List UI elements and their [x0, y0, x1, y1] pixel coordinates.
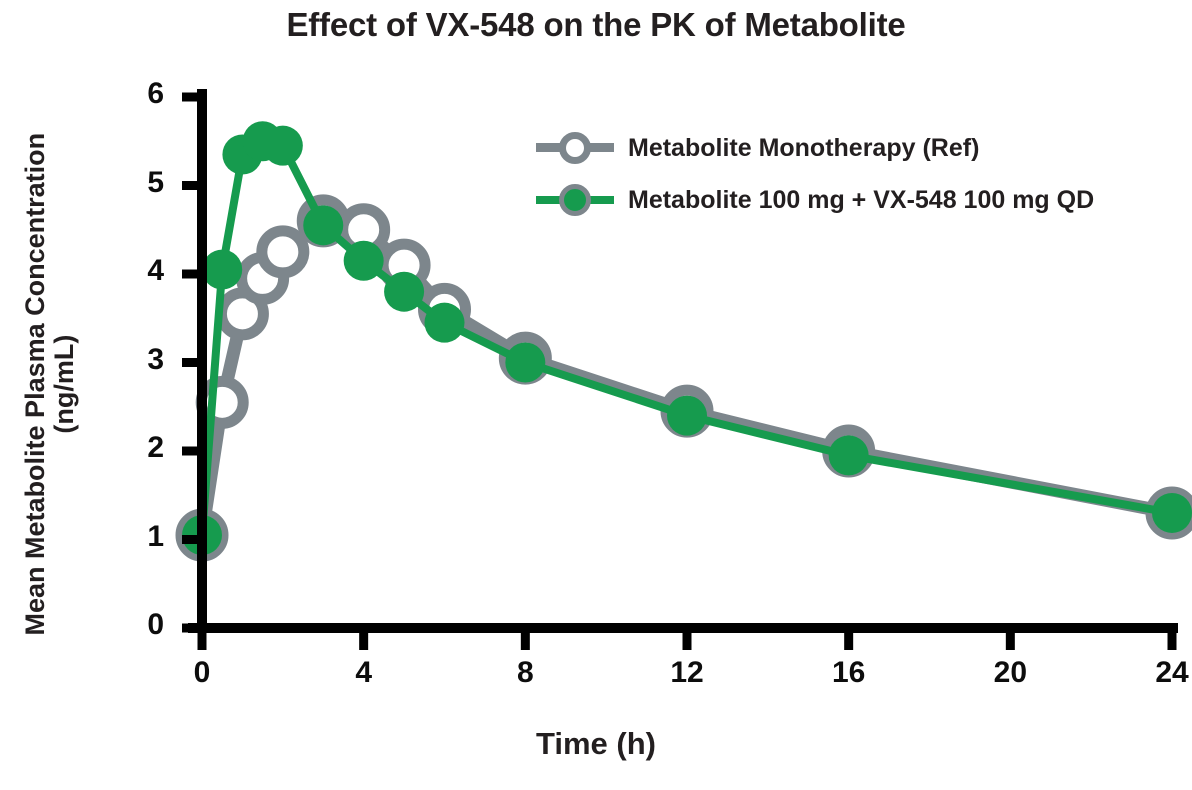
series-layer [175, 121, 1192, 562]
data-point [262, 125, 303, 166]
data-point [667, 395, 707, 436]
x-tick-label: 20 [993, 656, 1028, 689]
y-tick-label: 4 [147, 254, 164, 287]
data-point [303, 205, 344, 246]
data-point [424, 302, 465, 343]
data-point [256, 225, 310, 279]
x-tick-label: 12 [670, 656, 704, 689]
filled-circle-icon [536, 182, 614, 218]
y-tick-label: 5 [147, 165, 164, 199]
legend-item-monotherapy[interactable]: Metabolite Monotherapy (Ref) [536, 122, 1094, 174]
data-point [505, 342, 546, 383]
legend-item-combination[interactable]: Metabolite 100 mg + VX-548 100 mg QD [536, 174, 1094, 226]
legend: Metabolite Monotherapy (Ref) Metabolite … [536, 122, 1094, 226]
x-tick-label: 0 [193, 656, 211, 689]
page-title: Effect of VX-548 on the PK of Metabolite [286, 6, 906, 43]
data-point [1152, 492, 1192, 533]
series-monotherapy [175, 194, 1192, 562]
y-tick-label: 3 [147, 342, 164, 376]
x-tick-label: 16 [831, 656, 866, 689]
y-tick-label: 0 [147, 608, 164, 641]
x-tick-label: 24 [1155, 656, 1189, 689]
x-axis-title: Time (h) [536, 726, 656, 761]
y-tick-label: 6 [147, 77, 164, 110]
y-tick-label: 2 [147, 431, 164, 464]
open-circle-icon [536, 130, 614, 166]
x-tick-label: 8 [516, 656, 534, 689]
data-point [828, 435, 869, 476]
legend-label-combination: Metabolite 100 mg + VX-548 100 mg QD [628, 185, 1095, 214]
x-tick-label: 4 [355, 656, 372, 689]
axis-layer [182, 89, 1178, 650]
legend-label-monotherapy: Metabolite Monotherapy (Ref) [628, 133, 980, 162]
data-point [343, 240, 384, 281]
y-tick-label: 1 [147, 519, 164, 553]
data-point [384, 271, 425, 312]
data-point [202, 249, 243, 290]
